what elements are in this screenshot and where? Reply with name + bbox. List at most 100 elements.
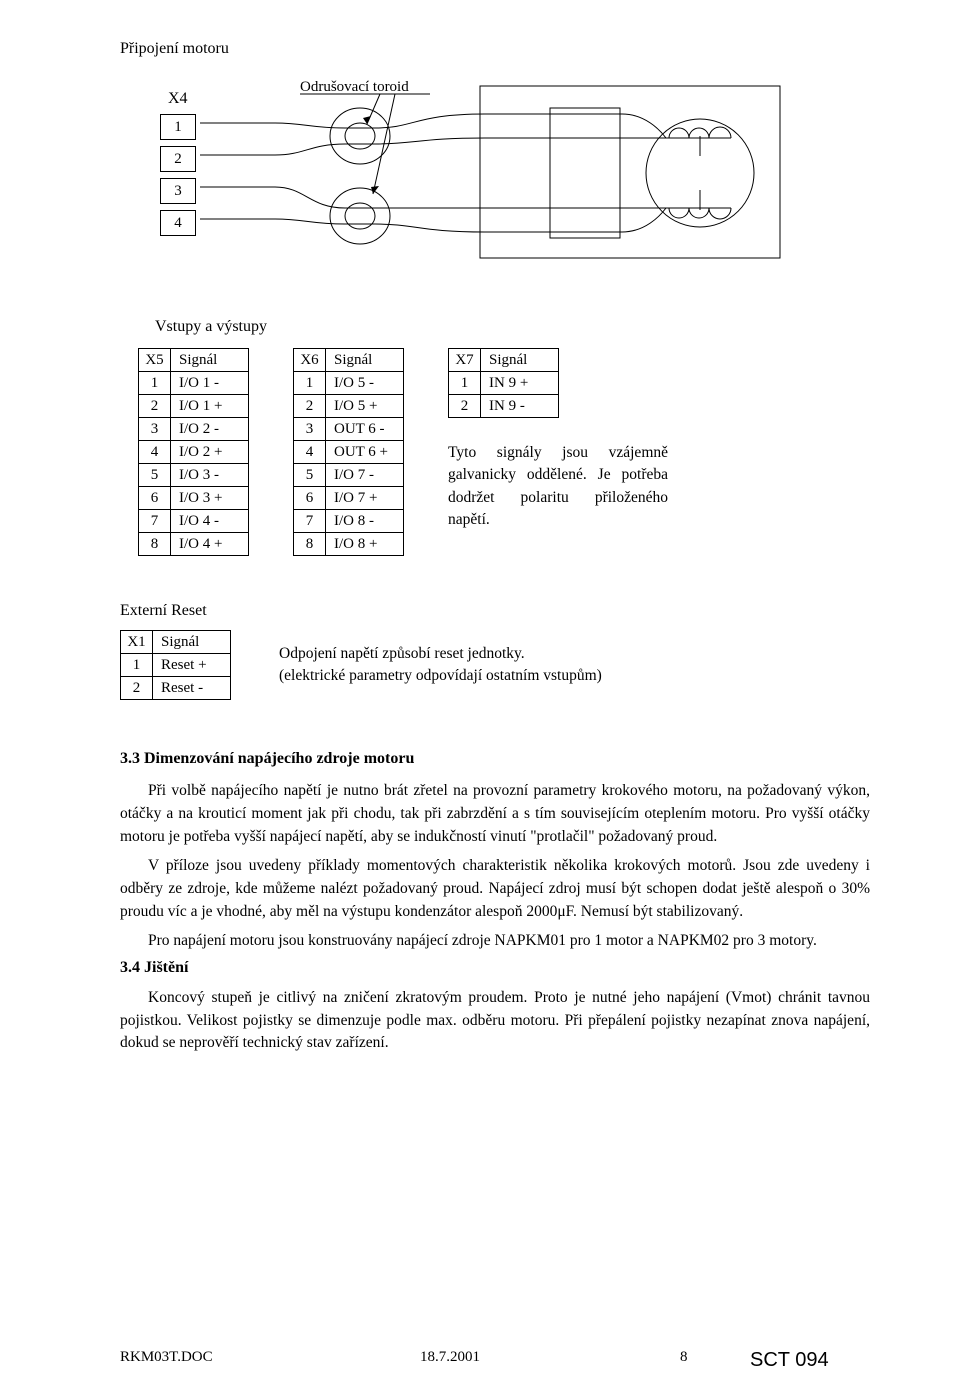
table-x6: X6Signál 1I/O 5 - 2I/O 5 + 3OUT 6 - 4OUT…: [293, 348, 404, 556]
table-row: 7I/O 4 -: [139, 510, 249, 533]
cell: 3: [139, 418, 171, 441]
table-row: 3I/O 2 -: [139, 418, 249, 441]
cell: 6: [139, 487, 171, 510]
x4-pin: 2: [160, 146, 196, 172]
footer-page: 8: [680, 1349, 750, 1372]
cell: 4: [294, 441, 326, 464]
cell: I/O 3 -: [171, 464, 249, 487]
table-x7: X7Signál 1IN 9 + 2IN 9 -: [448, 348, 559, 418]
cell: 6: [294, 487, 326, 510]
cell: I/O 1 -: [171, 372, 249, 395]
table-row: 5I/O 7 -: [294, 464, 404, 487]
cell: Reset -: [153, 677, 231, 700]
cell: I/O 2 -: [171, 418, 249, 441]
table-row: 2IN 9 -: [449, 395, 559, 418]
footer-code: SCT 094: [750, 1349, 829, 1372]
external-reset-title: Externí Reset: [120, 602, 870, 620]
cell: I/O 5 +: [326, 395, 404, 418]
x7-header-signal: Signál: [481, 349, 559, 372]
table-row: 8I/O 8 +: [294, 533, 404, 556]
table-row: 2I/O 5 +: [294, 395, 404, 418]
cell: 5: [294, 464, 326, 487]
cell: I/O 8 +: [326, 533, 404, 556]
table-row: 1I/O 5 -: [294, 372, 404, 395]
section-3-3-p2: V příloze jsou uvedeny příklady momentov…: [120, 855, 870, 924]
x5-header-pin: X5: [139, 349, 171, 372]
svg-text:Odrušovací toroid: Odrušovací toroid: [300, 79, 409, 95]
cell: OUT 6 -: [326, 418, 404, 441]
cell: I/O 3 +: [171, 487, 249, 510]
table-row: 1IN 9 +: [449, 372, 559, 395]
cell: 2: [139, 395, 171, 418]
cell: I/O 7 -: [326, 464, 404, 487]
table-row: 2Reset -: [121, 677, 231, 700]
section-3-4-heading: 3.4 Jištění: [120, 959, 870, 977]
cell: I/O 8 -: [326, 510, 404, 533]
footer-date: 18.7.2001: [420, 1349, 680, 1372]
external-reset-text: Odpojení napětí způsobí reset jednotky. …: [279, 643, 602, 688]
io-tables-row: X5Signál 1I/O 1 - 2I/O 1 + 3I/O 2 - 4I/O…: [138, 348, 870, 556]
cell: 1: [294, 372, 326, 395]
table-row: 7I/O 8 -: [294, 510, 404, 533]
section-3-4-p1: Koncový stupeň je citlivý na zničení zkr…: [120, 987, 870, 1056]
x4-pin: 1: [160, 114, 196, 140]
cell: 2: [449, 395, 481, 418]
cell: 8: [294, 533, 326, 556]
cell: I/O 2 +: [171, 441, 249, 464]
x7-note: Tyto signály jsou vzájemně galvanicky od…: [448, 442, 668, 532]
x1-header-pin: X1: [121, 631, 153, 654]
x1-header-signal: Signál: [153, 631, 231, 654]
cell: I/O 4 +: [171, 533, 249, 556]
x4-pin: 4: [160, 210, 196, 236]
table-row: 4I/O 2 +: [139, 441, 249, 464]
external-reset-row: X1Signál 1Reset + 2Reset - Odpojení napě…: [120, 630, 870, 700]
table-x1: X1Signál 1Reset + 2Reset -: [120, 630, 231, 700]
page-footer: RKM03T.DOC 18.7.2001 8 SCT 094: [120, 1349, 960, 1372]
section-3-3-heading: 3.3 Dimenzování napájecího zdroje motoru: [120, 750, 870, 768]
table-row: 3OUT 6 -: [294, 418, 404, 441]
cell: 1: [449, 372, 481, 395]
cell: 1: [139, 372, 171, 395]
cell: 4: [139, 441, 171, 464]
table-row: 2I/O 1 +: [139, 395, 249, 418]
table-row: 4OUT 6 +: [294, 441, 404, 464]
cell: IN 9 -: [481, 395, 559, 418]
x4-label: X4: [168, 90, 196, 108]
cell: 1: [121, 654, 153, 677]
table-row: 6I/O 3 +: [139, 487, 249, 510]
x4-pin: 3: [160, 178, 196, 204]
cell: OUT 6 +: [326, 441, 404, 464]
ext-line2: (elektrické parametry odpovídají ostatní…: [279, 665, 602, 687]
cell: I/O 1 +: [171, 395, 249, 418]
cell: I/O 4 -: [171, 510, 249, 533]
cell: I/O 7 +: [326, 487, 404, 510]
ext-line1: Odpojení napětí způsobí reset jednotky.: [279, 643, 602, 665]
table-row: 5I/O 3 -: [139, 464, 249, 487]
cell: 2: [294, 395, 326, 418]
cell: 2: [121, 677, 153, 700]
page-title: Připojení motoru: [120, 40, 870, 58]
cell: 3: [294, 418, 326, 441]
x5-header-signal: Signál: [171, 349, 249, 372]
cell: IN 9 +: [481, 372, 559, 395]
cell: Reset +: [153, 654, 231, 677]
io-section-title: Vstupy a výstupy: [155, 318, 870, 336]
cell: 7: [139, 510, 171, 533]
section-3-3-p1: Při volbě napájecího napětí je nutno brá…: [120, 780, 870, 849]
table-x5: X5Signál 1I/O 1 - 2I/O 1 + 3I/O 2 - 4I/O…: [138, 348, 249, 556]
table-row: 1Reset +: [121, 654, 231, 677]
cell: 7: [294, 510, 326, 533]
x4-block: X4 1 2 3 4: [160, 90, 196, 236]
right-column: X7Signál 1IN 9 + 2IN 9 - Tyto signály js…: [448, 348, 668, 532]
x6-header-signal: Signál: [326, 349, 404, 372]
table-row: 8I/O 4 +: [139, 533, 249, 556]
table-row: 6I/O 7 +: [294, 487, 404, 510]
section-3-3-p3: Pro napájení motoru jsou konstruovány na…: [120, 930, 870, 953]
x6-header-pin: X6: [294, 349, 326, 372]
cell: 8: [139, 533, 171, 556]
cell: 5: [139, 464, 171, 487]
footer-filename: RKM03T.DOC: [120, 1349, 420, 1372]
cell: I/O 5 -: [326, 372, 404, 395]
x7-header-pin: X7: [449, 349, 481, 372]
table-row: 1I/O 1 -: [139, 372, 249, 395]
